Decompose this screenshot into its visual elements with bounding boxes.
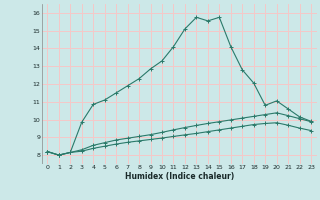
- X-axis label: Humidex (Indice chaleur): Humidex (Indice chaleur): [124, 172, 234, 181]
